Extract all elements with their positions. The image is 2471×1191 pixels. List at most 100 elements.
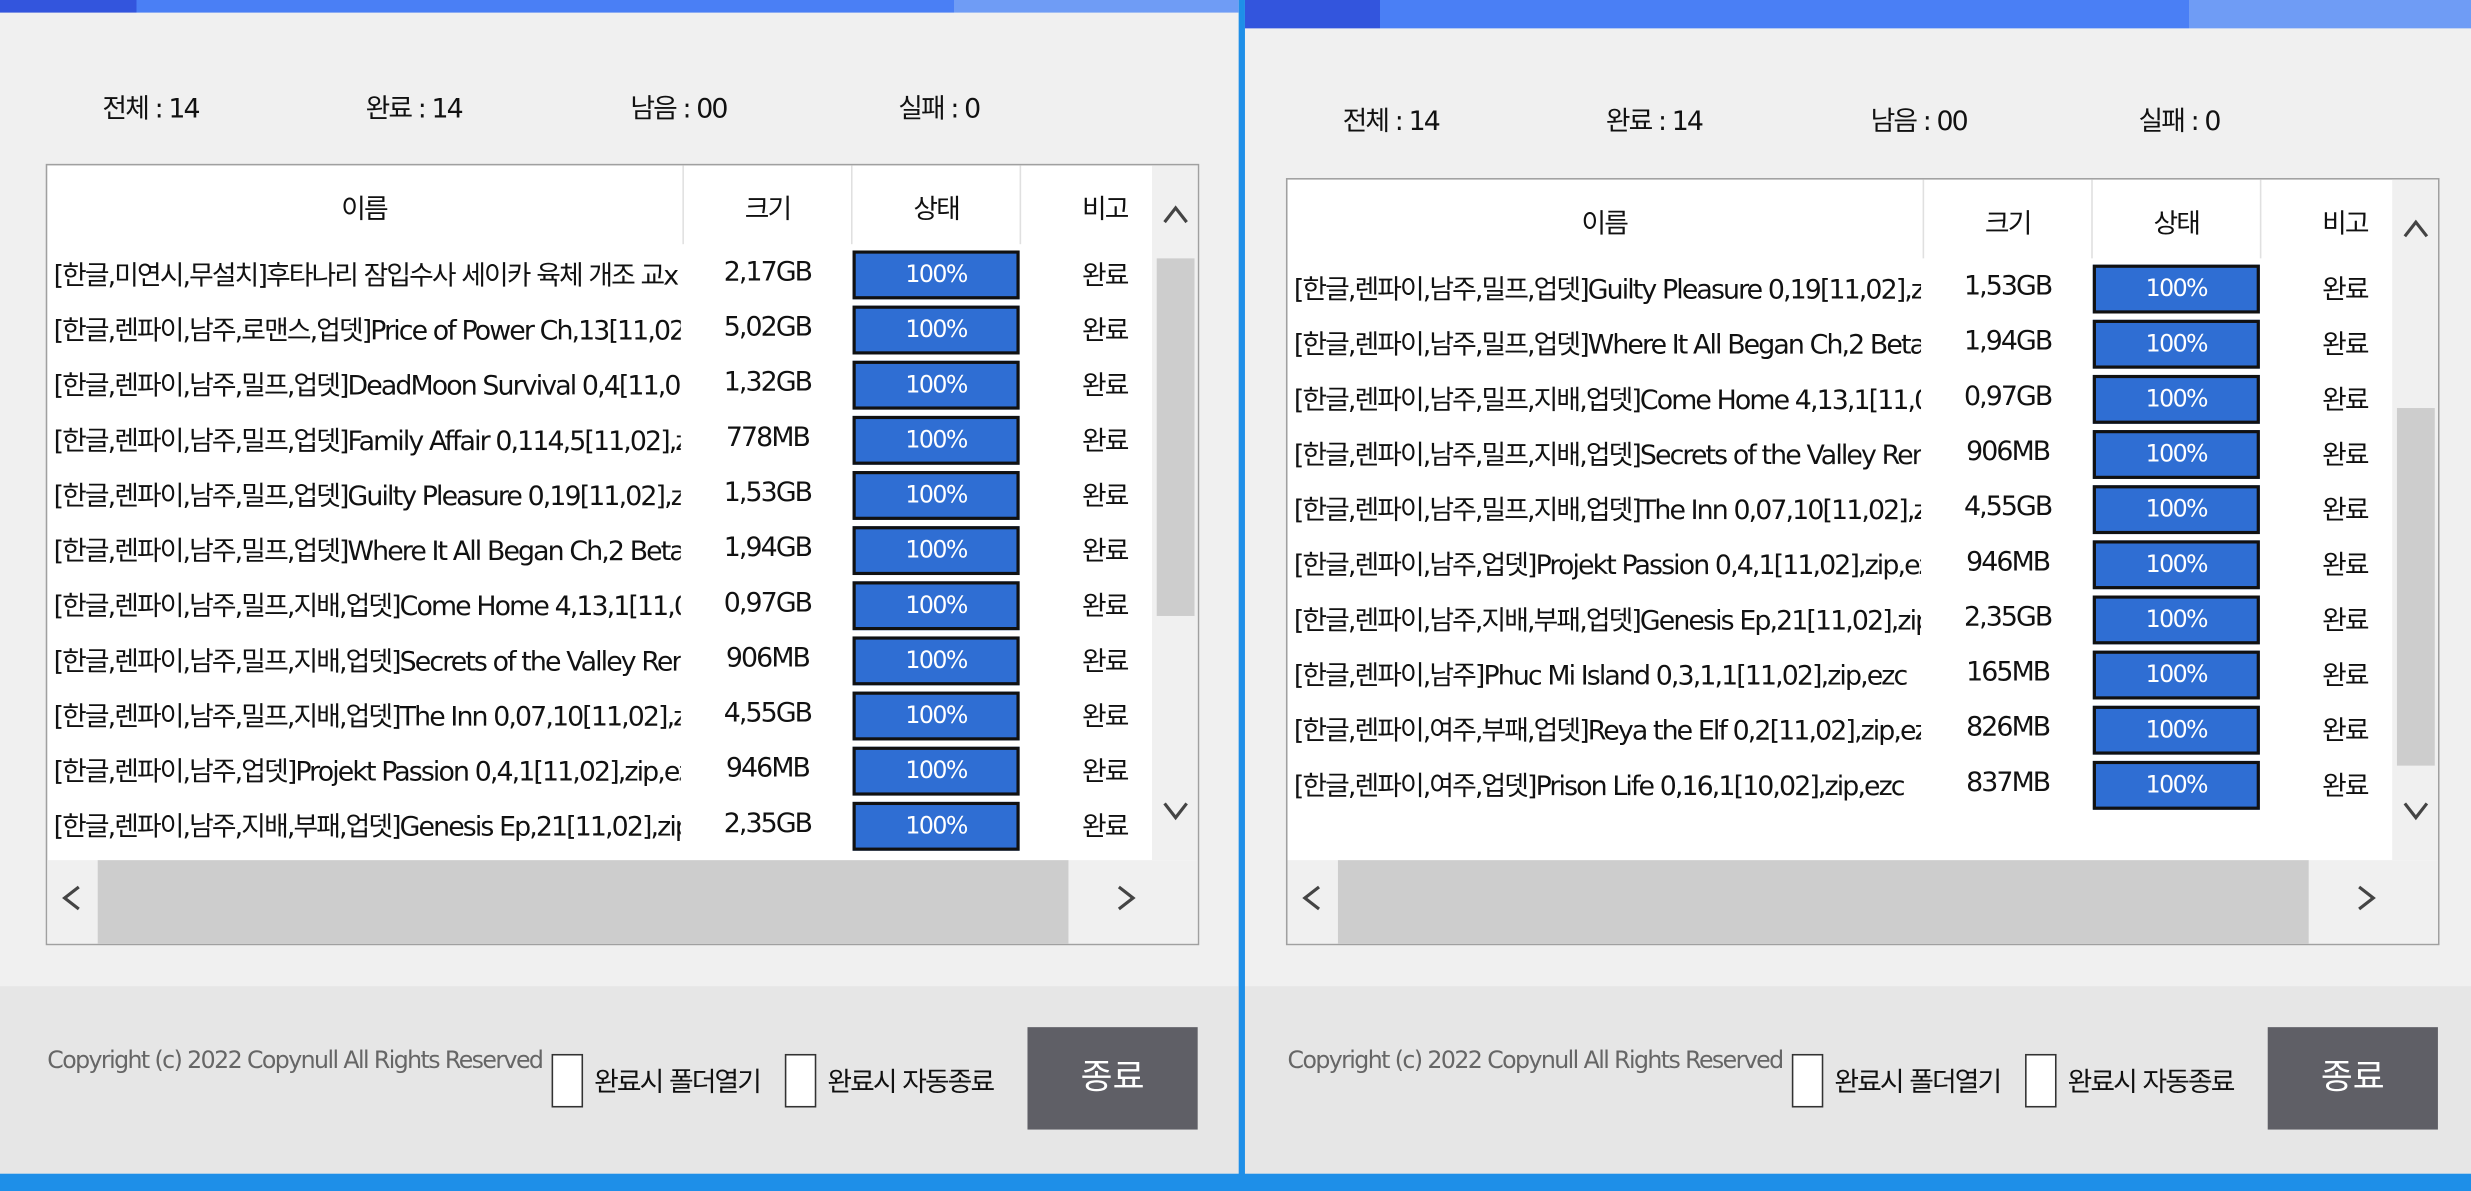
scroll-thumb: [1156, 258, 1195, 616]
scroll-thumb: [1337, 860, 2309, 944]
file-name: [한글,렌파이,남주,밀프,지배,업뎃]The Inn 0,07,10[11,0…: [53, 701, 681, 734]
checkbox-label: 완료시 자동종료: [2067, 1067, 2236, 1099]
checkbox[interactable]: [2025, 1053, 2057, 1108]
file-size: 1,53GB: [1963, 270, 2053, 303]
file-name: [한글,렌파이,남주,업뎃]Projekt Passion 0,4,1[11,0…: [1293, 550, 1922, 583]
scroll-thumb: [97, 860, 1069, 944]
file-status: 완료: [1081, 591, 1129, 624]
scroll-left[interactable]: [57, 882, 89, 914]
file-name: [한글,렌파이,남주,밀프,업뎃]Where It All Began Ch,2…: [1293, 330, 1922, 362]
scroll-right[interactable]: [2350, 882, 2382, 914]
stat: 남음 : 00: [630, 93, 728, 126]
scroll-down-glyph: [1163, 802, 1188, 821]
progress-bar: 100%: [2092, 319, 2260, 369]
close-button[interactable]: 종료: [1027, 1027, 1198, 1130]
file-size: 2,35GB: [1963, 601, 2053, 634]
file-status: 완료: [1081, 260, 1129, 293]
file-size: 4,55GB: [723, 697, 813, 730]
progress-bar: 100%: [2092, 264, 2260, 314]
progress-bar: 100%: [852, 250, 1020, 300]
horizontal-scrollbar: [1287, 860, 2438, 944]
file-status: 완료: [1081, 756, 1129, 789]
column-divider: [2091, 179, 2093, 259]
file-status: 완료: [2322, 716, 2369, 748]
checkbox[interactable]: [784, 1053, 817, 1108]
stat: 실패 : 0: [2138, 106, 2221, 138]
file-status: 완료: [2322, 330, 2369, 362]
vertical-scrollbar: [2392, 179, 2438, 861]
stat: 남음 : 00: [1870, 106, 1969, 138]
progress-bar: 100%: [852, 360, 1020, 410]
file-size: 1,53GB: [723, 477, 813, 509]
column-divider: [1019, 165, 1022, 245]
close-button[interactable]: 종료: [2267, 1027, 2438, 1130]
copyright: Copyright (c) 2022 Copynull All Rights R…: [1287, 1046, 1785, 1075]
file-size: 165MB: [1966, 656, 2051, 689]
file-size: 2,17GB: [723, 256, 813, 289]
file-size: 946MB: [725, 753, 811, 785]
file-status: 완료: [2322, 660, 2369, 693]
file-status: 완료: [1081, 812, 1129, 844]
scroll-right[interactable]: [1109, 882, 1141, 914]
file-size: 1,94GB: [1963, 326, 2053, 358]
scroll-right-glyph: [1117, 885, 1136, 911]
checkbox-label: 완료시 자동종료: [827, 1067, 995, 1099]
progress-bar: 100%: [2092, 760, 2260, 810]
progress-bar: 100%: [852, 471, 1020, 520]
rows: [한글,미연시,무설치]후타나리 잠입수사 세이카 육체 개조 교x 2,17GB…: [47, 244, 1150, 860]
rows: [한글,렌파이,남주,밀프,업뎃]Guilty Pleasure 0,19[11…: [1288, 258, 2391, 860]
scroll-up[interactable]: [1160, 200, 1192, 232]
horizontal-scrollbar: [47, 860, 1198, 944]
file-size: 2,35GB: [723, 808, 813, 840]
file-name: [한글,렌파이,여주,업뎃]Prison Life 0,16,1[10,02],…: [1293, 771, 1906, 803]
file-name: [한글,렌파이,남주,밀프,지배,업뎃]Secrets of the Valle…: [1293, 440, 1922, 472]
progress-bar: 100%: [2092, 430, 2260, 479]
column-header: 상태: [913, 194, 960, 227]
file-size: 837MB: [1966, 767, 2051, 799]
progress-bar: 100%: [2092, 374, 2260, 424]
scroll-up[interactable]: [2400, 214, 2432, 246]
file-name: [한글,렌파이,남주,지배,부패,업뎃]Genesis Ep,21[11,02]…: [53, 812, 681, 844]
file-name: [한글,렌파이,남주,밀프,지배,업뎃]Secrets of the Valle…: [53, 646, 681, 679]
file-size: 778MB: [725, 422, 811, 454]
file-size: 826MB: [1966, 712, 2051, 744]
file-name: [한글,렌파이,남주]Phuc Mi Island 0,3,1,1[11,02]…: [1293, 660, 1908, 693]
column-header: 이름: [341, 194, 388, 227]
file-status: 완료: [1081, 481, 1129, 513]
scroll-thumb: [2396, 408, 2435, 766]
file-size: 4,55GB: [1963, 491, 2053, 524]
progress-bar: 100%: [2092, 595, 2260, 645]
column-header: 이름: [1581, 208, 1629, 241]
file-name: [한글,렌파이,남주,업뎃]Projekt Passion 0,4,1[11,0…: [53, 756, 681, 789]
file-status: 완료: [2322, 385, 2369, 417]
scroll-down[interactable]: [2400, 794, 2432, 826]
stat: 완료 : 14: [365, 93, 464, 126]
stat: 전체 : 14: [1342, 106, 1441, 138]
column-divider: [2259, 179, 2262, 259]
file-name: [한글,렌파이,남주,밀프,업뎃]Guilty Pleasure 0,19[11…: [53, 481, 681, 513]
file-status: 완료: [2322, 605, 2369, 638]
file-size: 0,97GB: [723, 587, 813, 620]
checkbox[interactable]: [1791, 1053, 1824, 1108]
column-divider: [1922, 179, 1925, 259]
window: 전체 : 14 완료 : 14 남음 : 00 실패 : 0 이름 크기 상태 비고 [한글,미…: [0, 0, 1239, 1174]
progress-bar: 100%: [2092, 540, 2260, 590]
file-size: 1,94GB: [723, 532, 813, 564]
checkbox[interactable]: [551, 1053, 584, 1108]
scroll-left[interactable]: [1297, 882, 1329, 914]
file-status: 완료: [1081, 701, 1129, 734]
file-size: 906MB: [725, 642, 811, 675]
file-list: 이름 크기 상태 비고 [한글,미연시,무설치]후타나리 잠입수사 세이카 육체 개조 …: [45, 163, 1200, 946]
file-name: [한글,렌파이,남주,밀프,지배,업뎃]Come Home 4,13,1[11,…: [1293, 385, 1922, 417]
file-status: 완료: [1081, 426, 1129, 458]
scroll-down[interactable]: [1160, 794, 1192, 826]
file-name: [한글,렌파이,남주,밀프,업뎃]Guilty Pleasure 0,19[11…: [1293, 274, 1922, 307]
file-name: [한글,렌파이,여주,부패,업뎃]Reya the Elf 0,2[11,02]…: [1293, 716, 1922, 748]
progress-bar: 100%: [852, 691, 1020, 741]
file-size: 0,97GB: [1963, 381, 2053, 413]
column-header: 비고: [2322, 208, 2369, 241]
vertical-scrollbar: [1151, 165, 1198, 861]
file-status: 완료: [1081, 536, 1129, 568]
